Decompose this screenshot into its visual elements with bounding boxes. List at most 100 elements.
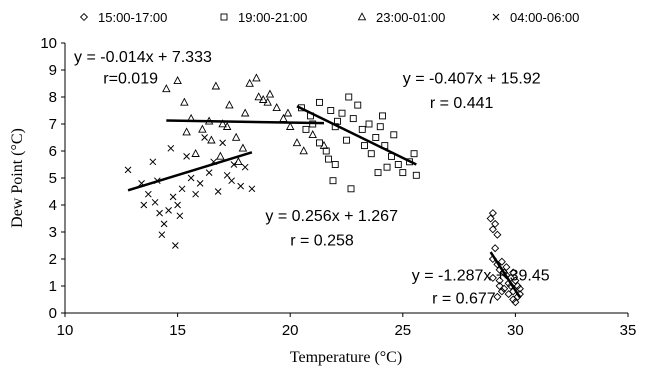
data-point: [495, 265, 504, 274]
legend-label: 15:00-17:00: [98, 10, 167, 25]
y-tick-label: 5: [49, 170, 57, 187]
x-tick-label: 35: [620, 322, 637, 339]
trendline-annotation: r = 0.258: [290, 233, 354, 250]
data-point: [279, 113, 288, 122]
data-point: [334, 117, 341, 125]
data-point: [263, 97, 272, 106]
data-point: [307, 112, 314, 120]
data-point: [338, 109, 346, 117]
data-point: [491, 219, 500, 228]
data-point: [248, 185, 256, 193]
data-point: [219, 139, 226, 147]
trendline-annotation: r = 0.441: [430, 95, 494, 112]
data-point: [191, 148, 200, 157]
data-point: [495, 276, 504, 285]
trendline: [166, 119, 325, 125]
data-point: [196, 180, 204, 187]
data-point: [488, 225, 497, 234]
data-point: [180, 97, 189, 106]
data-point: [240, 108, 250, 117]
data-point: [205, 169, 213, 176]
y-tick-label: 0: [49, 305, 57, 322]
data-point: [345, 93, 353, 101]
data-point: [379, 112, 386, 120]
data-point: [495, 281, 504, 291]
y-tick-label: 8: [49, 89, 57, 106]
trendline-annotations: y = -0.014x + 7.333 r=0.019 y = -0.407x + …: [74, 49, 550, 308]
data-point: [254, 92, 263, 101]
data-point: [325, 155, 332, 163]
data-point: [182, 127, 191, 136]
data-point: [367, 150, 375, 158]
legend-label: 23:00-01:00: [376, 10, 445, 25]
data-point: [374, 169, 382, 177]
data-point: [358, 125, 366, 133]
data-point: [515, 284, 524, 293]
data-points: [124, 73, 524, 307]
data-point: [165, 207, 172, 214]
data-point: [343, 136, 350, 144]
data-point: [493, 230, 502, 239]
data-point: [298, 104, 305, 112]
trendline-annotation: y = -0.407x + 15.92: [403, 71, 541, 88]
data-point: [144, 190, 152, 198]
data-point: [493, 292, 502, 301]
trendline-annotation: r=0.019: [103, 71, 158, 88]
y-tick-label: 10: [40, 35, 57, 52]
legend-entry: 23:00-01:00: [357, 10, 445, 25]
data-point: [204, 116, 214, 125]
data-point: [504, 290, 513, 299]
data-point: [162, 84, 171, 93]
data-point: [331, 161, 339, 168]
data-point: [138, 180, 145, 187]
data-point: [361, 142, 368, 150]
data-point: [186, 113, 196, 122]
data-point: [214, 188, 222, 195]
data-point: [187, 174, 195, 182]
data-point: [149, 158, 157, 166]
data-point: [488, 273, 497, 282]
data-point: [245, 78, 254, 87]
data-point: [497, 287, 506, 296]
data-point: [319, 140, 329, 149]
trendline-annotation: r = 0.677: [432, 291, 496, 308]
data-point: [502, 271, 511, 280]
data-point: [365, 120, 373, 128]
data-point: [349, 115, 357, 123]
data-point: [230, 161, 238, 168]
legend-marker-triangle: [357, 12, 367, 21]
data-point: [410, 150, 418, 158]
data-point: [171, 242, 179, 249]
data-point: [192, 190, 199, 198]
data-point: [509, 268, 518, 277]
data-point: [302, 125, 310, 133]
data-point: [211, 81, 221, 90]
data-point: [252, 73, 261, 82]
y-tick-label: 4: [49, 197, 57, 214]
x-axis-title: Temperature (°C): [290, 349, 402, 366]
data-point: [511, 298, 520, 307]
legend-entry: 15:00-17:00: [79, 10, 167, 25]
data-point: [506, 281, 515, 291]
data-point: [488, 209, 497, 218]
data-point: [222, 121, 232, 130]
x-tick-label: 10: [57, 322, 74, 339]
data-point: [207, 135, 216, 144]
data-point: [124, 166, 132, 174]
y-tick-label: 3: [49, 224, 57, 241]
data-point: [283, 108, 293, 117]
x-tick-label: 30: [507, 322, 524, 339]
data-point: [174, 201, 181, 209]
x-tick-label: 20: [282, 322, 299, 339]
y-tick-label: 6: [49, 143, 57, 160]
data-point: [309, 120, 317, 128]
data-point: [399, 169, 407, 177]
data-point: [390, 131, 398, 139]
data-point: [201, 134, 208, 141]
data-point: [198, 124, 207, 133]
data-point: [502, 263, 511, 272]
series-x: [124, 134, 256, 249]
y-tick-label: 7: [49, 116, 57, 133]
data-point: [167, 144, 175, 152]
